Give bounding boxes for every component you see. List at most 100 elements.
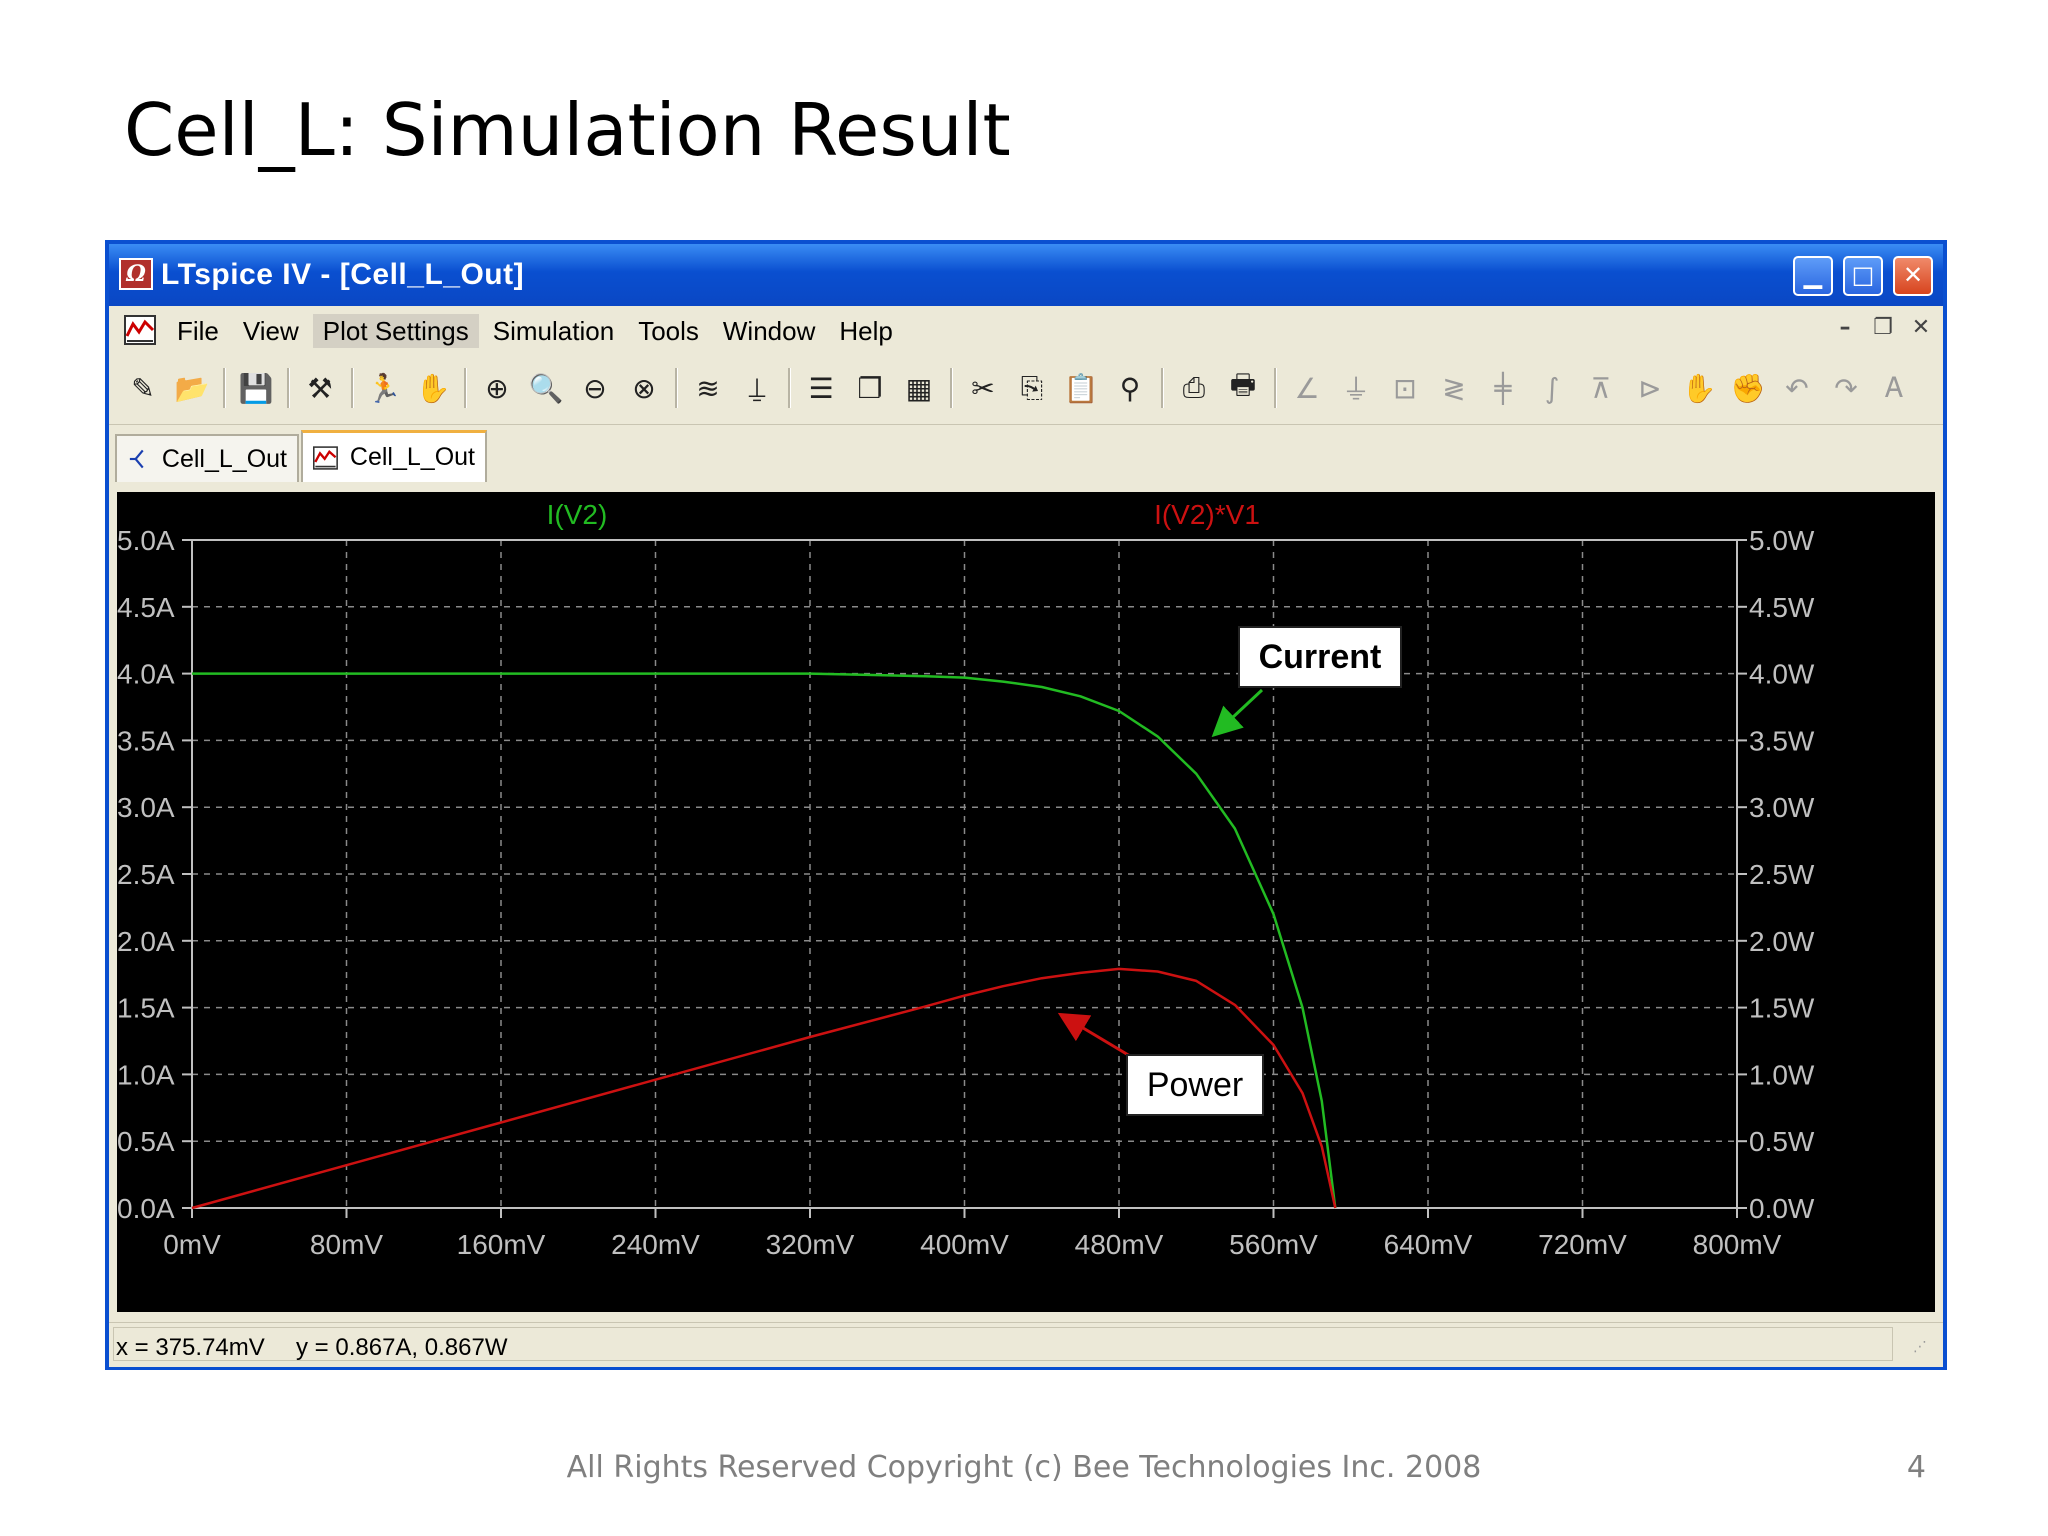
diode-icon[interactable]: ⊼	[1590, 371, 1612, 405]
x-tick-label: 800mV	[1693, 1229, 1782, 1260]
y-left-tick-label: 5.0A	[117, 525, 175, 556]
save-icon[interactable]: 💾	[238, 371, 274, 405]
title-bar[interactable]: Ω LTspice IV - [Cell_L_Out] ▁ □ ✕	[109, 244, 1943, 306]
menu-plot-settings[interactable]: Plot Settings	[312, 314, 479, 348]
toolbar-separator	[1274, 368, 1277, 408]
autorange-icon[interactable]: ≋	[696, 371, 720, 405]
x-tick-label: 560mV	[1229, 1229, 1318, 1260]
menu-window[interactable]: Window	[722, 316, 816, 346]
tile-horizontal-icon[interactable]: ☰	[808, 371, 834, 405]
y-right-tick-label: 4.5W	[1749, 592, 1815, 623]
tab-schematic[interactable]: Cell_L_Out	[115, 434, 299, 482]
x-tick-label: 160mV	[457, 1229, 546, 1260]
menu-view[interactable]: View	[242, 316, 299, 346]
x-tick-label: 480mV	[1075, 1229, 1164, 1260]
menu-bar: File View Plot Settings Simulation Tools Wind…	[109, 306, 1943, 355]
toolbar-separator	[675, 368, 678, 408]
plot-frame	[191, 539, 1738, 1209]
halt-icon[interactable]: ✋	[415, 371, 451, 405]
mdi-restore-button[interactable]: ❐	[1873, 315, 1893, 340]
trace-label-power: I(V2)*V1	[1154, 499, 1260, 530]
x-tick-label: 0mV	[163, 1229, 221, 1260]
x-tick-label: 720mV	[1538, 1229, 1627, 1260]
menu-help[interactable]: Help	[839, 316, 893, 346]
label-icon[interactable]: ⊡	[1393, 371, 1417, 405]
toolbar-buttons: ✎ 📂 💾 ⚒ 🏃 ✋ ⊕ 🔍 ⊖ ⊗ ≋ ⍊ ☰ ❐ ▦ ✂ ⎘ 📋 ⚲ ⎙ 🖶 ∠ ⏚ ⊡ ≷ ╪ ∫ ⊼ ⊳ ✋ ✊ ↶ ↷ Ꭺ	[123, 366, 1924, 410]
cursor-x-readout: x = 375.74mV	[116, 1334, 265, 1361]
status-bar: x = 375.74mV y = 0.867A, 0.867W ⋰	[109, 1322, 1943, 1367]
trace-label-current: I(V2)	[547, 499, 608, 530]
cursor-y-readout: y = 0.867A, 0.867W	[296, 1334, 508, 1361]
copy-icon[interactable]: ⎘	[1020, 371, 1044, 404]
y-right-tick-label: 3.0W	[1749, 792, 1815, 823]
toolbar-separator	[950, 368, 953, 408]
ltspice-app-icon[interactable]: Ω	[119, 258, 153, 290]
add-trace-icon[interactable]: ⍊	[748, 371, 766, 404]
menu-tools[interactable]: Tools	[638, 316, 699, 346]
maximize-button[interactable]: □	[1843, 256, 1883, 296]
window-title: LTspice IV - [Cell_L_Out]	[161, 258, 525, 291]
cascade-icon[interactable]: ❐	[857, 371, 883, 405]
close-button[interactable]: ✕	[1893, 256, 1933, 296]
print-preview-icon[interactable]: ⎙	[1182, 371, 1206, 404]
ground-icon[interactable]: ⏚	[1341, 373, 1370, 406]
menu-items: File View Plot Settings Simulation Tools Wind…	[167, 314, 903, 348]
mdi-minimize-button[interactable]: –	[1839, 315, 1851, 340]
text-icon[interactable]: Ꭺ	[1885, 371, 1905, 404]
menu-file[interactable]: File	[177, 316, 219, 346]
y-left-tick-label: 3.0A	[117, 792, 175, 823]
y-right-tick-label: 0.0W	[1749, 1193, 1815, 1224]
y-right-tick-label: 0.5W	[1749, 1126, 1815, 1157]
find-icon[interactable]: ⚲	[1119, 371, 1141, 405]
y-left-tick-label: 0.5A	[117, 1126, 175, 1157]
y-right-tick-label: 1.0W	[1749, 1059, 1815, 1090]
slide-title: Cell_L: Simulation Result	[124, 88, 1011, 172]
inductor-icon[interactable]: ∫	[1544, 371, 1560, 405]
page-number: 4	[1906, 1450, 1926, 1485]
zoom-cancel-icon[interactable]: ⊗	[632, 371, 656, 405]
run-icon[interactable]: 🏃	[366, 371, 402, 405]
x-tick-label: 240mV	[611, 1229, 700, 1260]
paste-icon[interactable]: 📋	[1063, 371, 1099, 405]
zoom-in-icon[interactable]: ⊕	[485, 371, 509, 405]
y-left-tick-label: 4.0A	[117, 659, 175, 690]
cut-icon[interactable]: ✂	[971, 371, 995, 405]
component-icon[interactable]: ⊳	[1638, 371, 1662, 405]
x-tick-label: 320mV	[766, 1229, 855, 1260]
schematic-icon	[129, 449, 144, 469]
print-icon[interactable]: 🖶	[1229, 368, 1257, 401]
plot-area[interactable]: 0.0A 0.5A 1.0A 1.5A 2.0A 2.5A 3.0A 3.5A 4.0A 4.5A…	[117, 492, 1935, 1312]
toolbar-separator	[287, 368, 290, 408]
mdi-close-button[interactable]: ✕	[1911, 315, 1931, 340]
redo-icon[interactable]: ↷	[1834, 371, 1858, 405]
waveform-icon	[313, 445, 338, 470]
resistor-icon[interactable]: ≷	[1442, 371, 1466, 405]
move-icon[interactable]: ✋	[1681, 371, 1717, 405]
open-folder-icon[interactable]: 📂	[174, 371, 210, 405]
toolbar: ✎ 📂 💾 ⚒ 🏃 ✋ ⊕ 🔍 ⊖ ⊗ ≋ ⍊ ☰ ❐ ▦ ✂ ⎘ 📋 ⚲ ⎙ 🖶 ∠ ⏚ ⊡ ≷ ╪ ∫ ⊼ ⊳ ✋ ✊ ↶ ↷ Ꭺ	[109, 354, 1943, 425]
menu-simulation[interactable]: Simulation	[492, 316, 615, 346]
zoom-out-icon[interactable]: ⊖	[583, 371, 607, 405]
plot-chart[interactable]: 0.0A 0.5A 1.0A 1.5A 2.0A 2.5A 3.0A 3.5A 4.0A 4.5A…	[117, 492, 1935, 1312]
resize-grip-icon[interactable]: ⋰	[1913, 1339, 1927, 1355]
power-callout: Power	[1126, 1054, 1264, 1116]
tile-vertical-icon[interactable]: ▦	[905, 371, 933, 405]
wire-icon[interactable]: ∠	[1294, 371, 1320, 405]
tab-bar: Cell_L_Out Cell_L_Out	[109, 426, 1943, 486]
zoom-area-icon[interactable]: 🔍	[528, 371, 564, 405]
drag-icon[interactable]: ✊	[1730, 371, 1766, 405]
y-left-tick-label: 3.5A	[117, 725, 175, 756]
minimize-button[interactable]: ▁	[1793, 256, 1833, 296]
toolbar-separator	[223, 368, 226, 408]
waveform-viewer-icon[interactable]	[123, 314, 157, 346]
control-panel-icon[interactable]: ⚒	[307, 371, 333, 405]
y-right-tick-label: 3.5W	[1749, 725, 1815, 756]
ltspice-window: Ω LTspice IV - [Cell_L_Out] ▁ □ ✕ File Vi…	[105, 240, 1947, 1370]
toolbar-separator	[1161, 368, 1164, 408]
undo-icon[interactable]: ↶	[1785, 371, 1809, 405]
capacitor-icon[interactable]: ╪	[1494, 371, 1512, 405]
tab-label: Cell_L_Out	[349, 443, 475, 471]
series-line-power	[191, 967, 1337, 1210]
new-schematic-icon[interactable]: ✎	[131, 371, 155, 405]
tab-waveform[interactable]: Cell_L_Out	[301, 430, 487, 482]
